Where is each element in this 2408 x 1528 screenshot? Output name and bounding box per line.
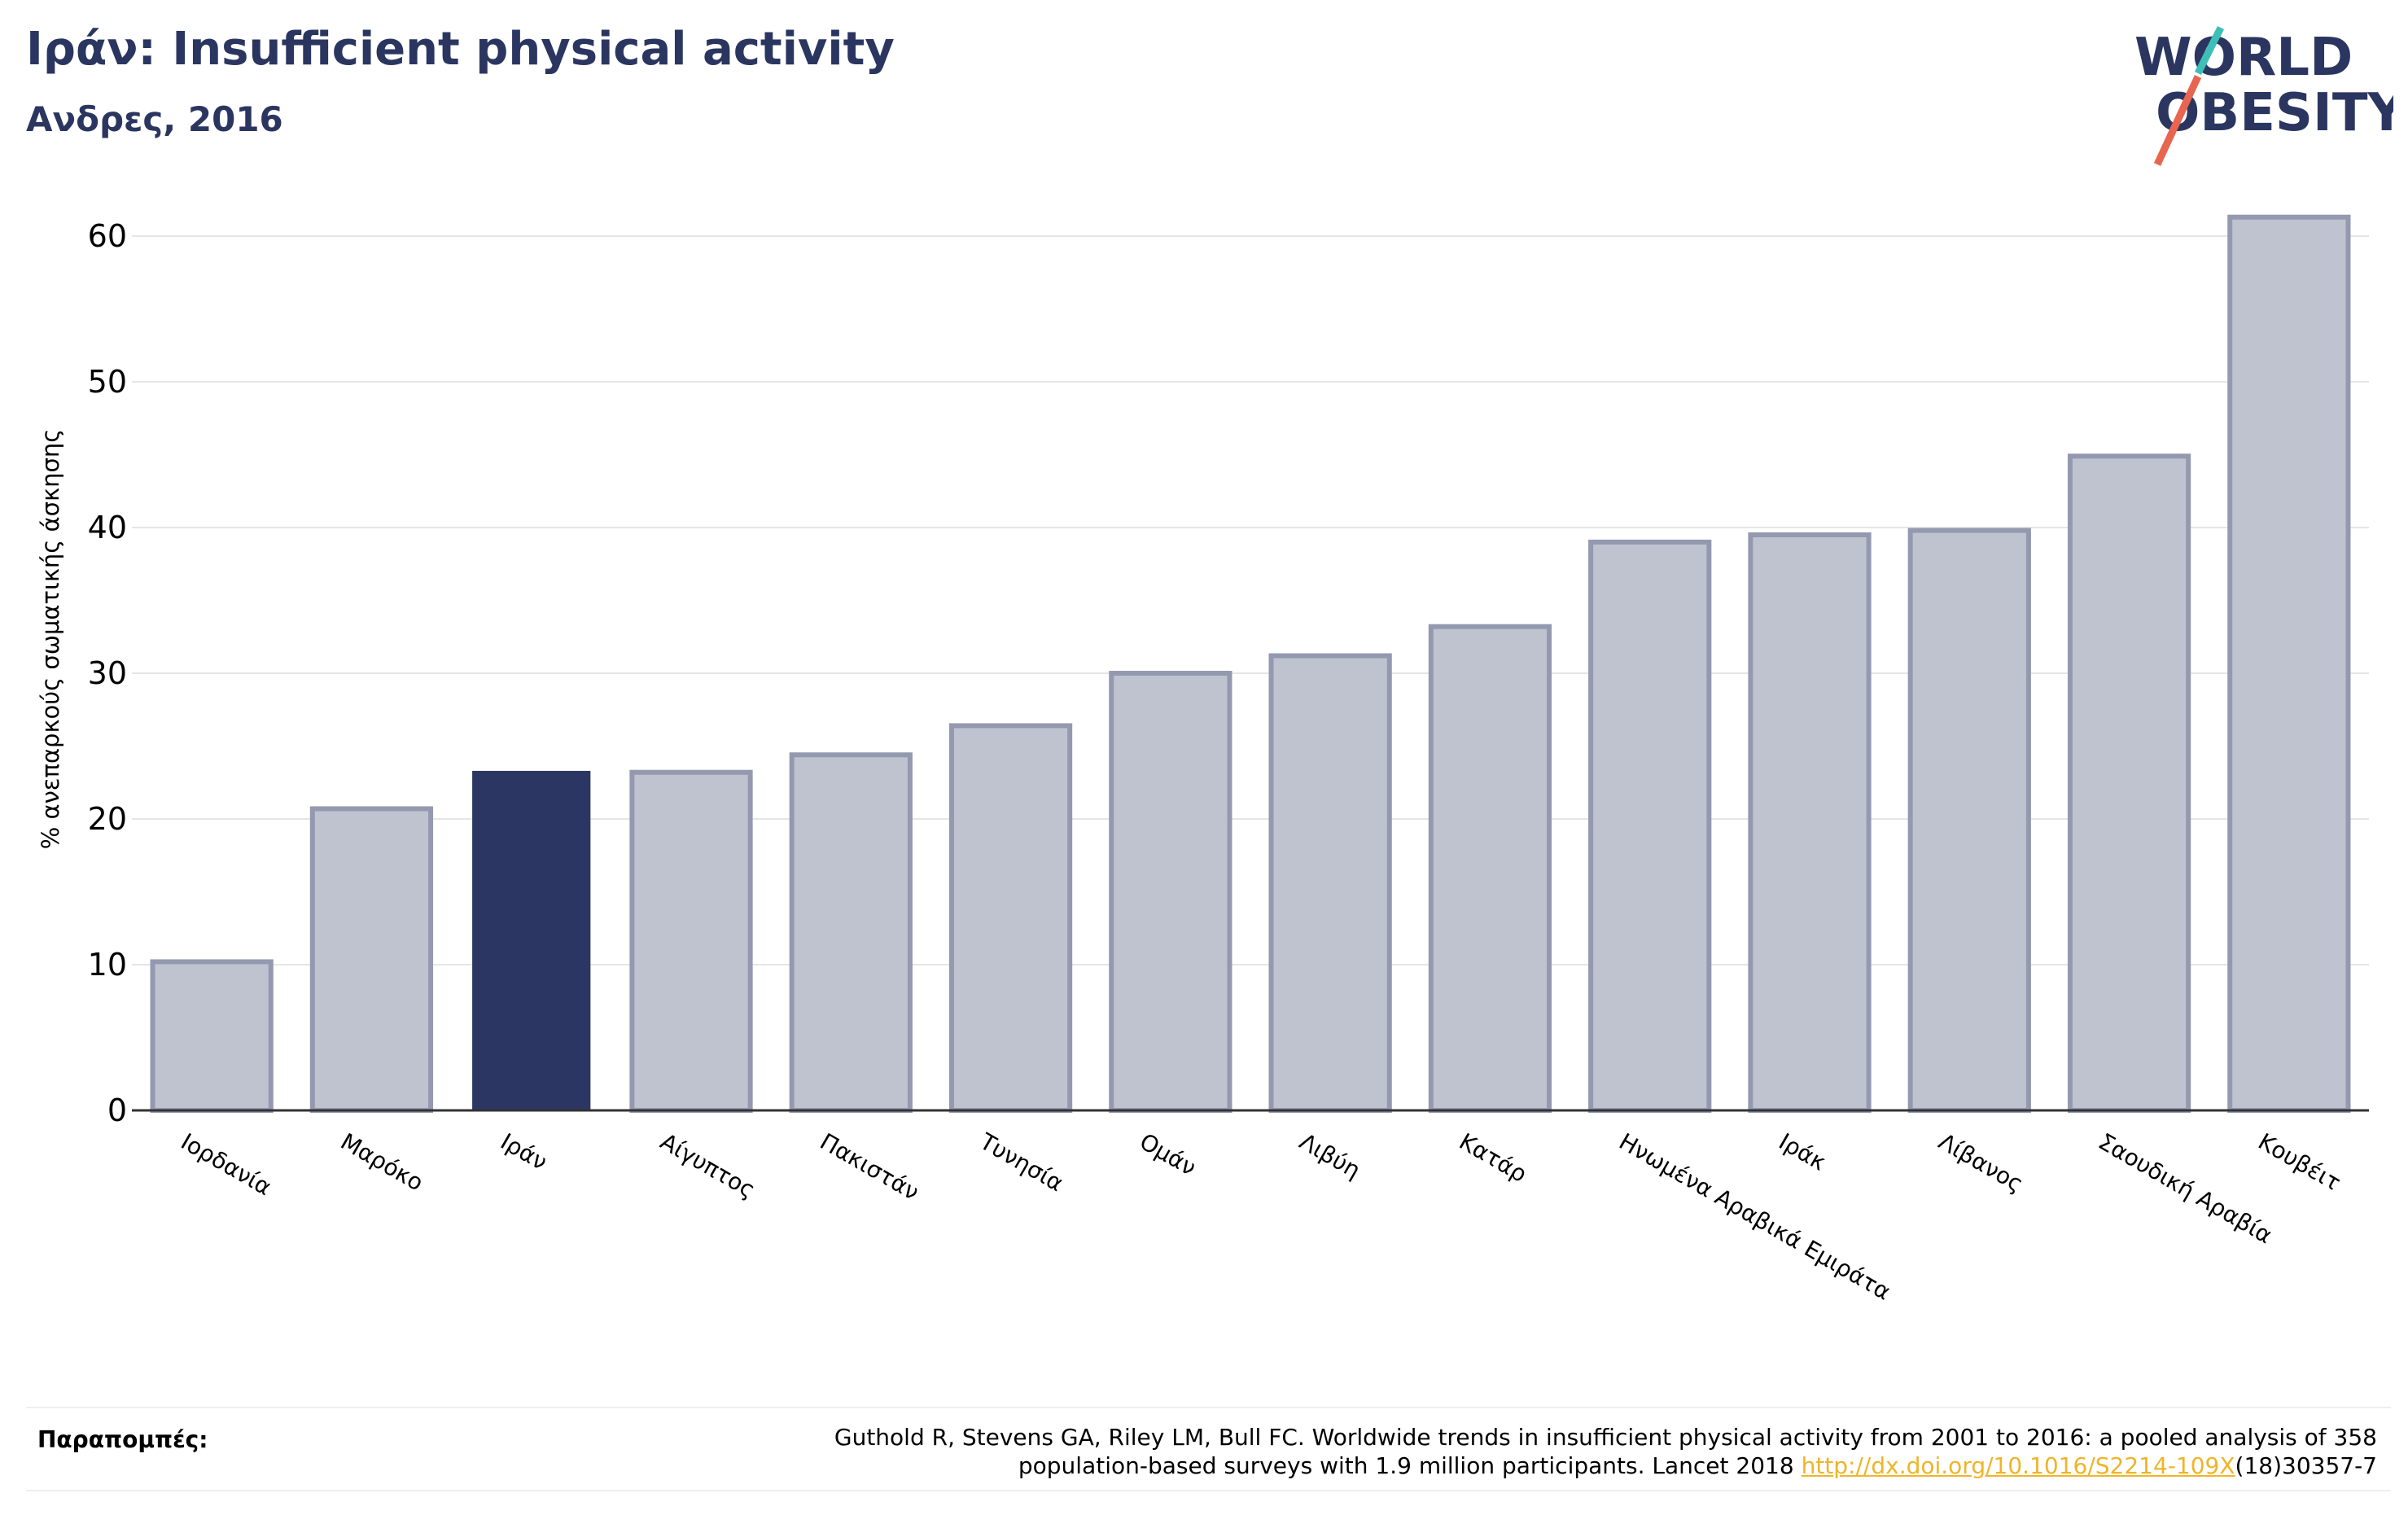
x-tick-label: Λίβανος: [1934, 1127, 2028, 1197]
references-label: Παραπομπές:: [37, 1426, 208, 1453]
x-tick-label: Κουβέιτ: [2253, 1127, 2345, 1196]
bar-6: [948, 723, 1073, 1113]
bar-10: [1588, 539, 1712, 1113]
y-tick-label: 50: [88, 364, 127, 400]
bar-12: [1907, 528, 2031, 1113]
bar-13: [2067, 453, 2191, 1113]
x-tick-label: Ηνωμένα Αραβικά Εμιράτα: [1614, 1127, 1895, 1305]
footer-top-divider: [26, 1407, 2391, 1408]
y-tick-label: 20: [88, 801, 127, 837]
reference-line-1: Guthold R, Stevens GA, Riley LM, Bull FC…: [834, 1424, 2377, 1451]
reference-line-2-text: population-based surveys with 1.9 millio…: [1018, 1452, 1802, 1479]
doi-link[interactable]: http://dx.doi.org/10.1016/S2214-109X: [1801, 1452, 2235, 1479]
logo-slash-coral: [2153, 75, 2202, 166]
logo-text-obesity: OBESITY: [2156, 83, 2393, 143]
bar-2: [309, 806, 434, 1113]
bar-7: [1109, 671, 1232, 1113]
references-text: Guthold R, Stevens GA, Riley LM, Bull FC…: [586, 1423, 2377, 1480]
y-tick-label: 10: [88, 947, 127, 983]
world-obesity-logo: WORLD OBESITY: [2134, 25, 2393, 166]
bar-3: [472, 770, 591, 1110]
y-axis-label: % ανεπαρκούς σωματικής άσκησης: [37, 429, 64, 850]
bar-9: [1428, 624, 1552, 1113]
y-tick-label: 60: [88, 218, 127, 254]
bar-4: [629, 769, 753, 1113]
x-tick-label: Ιράκ: [1775, 1127, 1831, 1176]
x-tick-label: Ομάν: [1135, 1127, 1201, 1181]
x-tick-label: Ιορδανία: [177, 1127, 276, 1201]
x-tick-label: Ιράν: [496, 1127, 552, 1176]
logo-slash-teal: [2194, 25, 2225, 76]
bar-5: [789, 752, 913, 1113]
x-tick-label: Λιβύη: [1295, 1127, 1365, 1184]
y-tick-label: 40: [88, 510, 127, 545]
y-tick-label: 0: [107, 1092, 127, 1128]
reference-line-2-suffix: (18)30357-7: [2235, 1452, 2377, 1479]
y-tick-label: 30: [88, 655, 127, 691]
logo-text-world: WORLD: [2134, 28, 2353, 88]
bar-8: [1268, 653, 1392, 1113]
chart-title: Ιράν: Insufficient physical activity: [26, 23, 895, 76]
x-tick-label: Πακιστάν: [816, 1127, 924, 1206]
bar-11: [1748, 532, 1872, 1113]
x-tick-label: Σαουδική Αραβία: [2094, 1127, 2277, 1249]
chart-subtitle: Ανδρες, 2016: [26, 99, 283, 139]
x-tick-label: Μαρόκο: [336, 1127, 428, 1196]
bar-1: [150, 959, 274, 1114]
x-tick-label: Τυνησία: [974, 1127, 1068, 1197]
x-tick-label: Κατάρ: [1455, 1127, 1531, 1188]
x-tick-label: Αίγυπτος: [656, 1127, 760, 1203]
bar-chart: 0 10 20 30 40 50 60 Ιορδανία Μαρόκο Ιράν Αίγυπτος…: [37, 214, 2369, 1306]
bar-14: [2227, 214, 2351, 1114]
reference-line-2: population-based surveys with 1.9 millio…: [586, 1451, 2377, 1480]
footer-bottom-divider: [26, 1490, 2391, 1491]
